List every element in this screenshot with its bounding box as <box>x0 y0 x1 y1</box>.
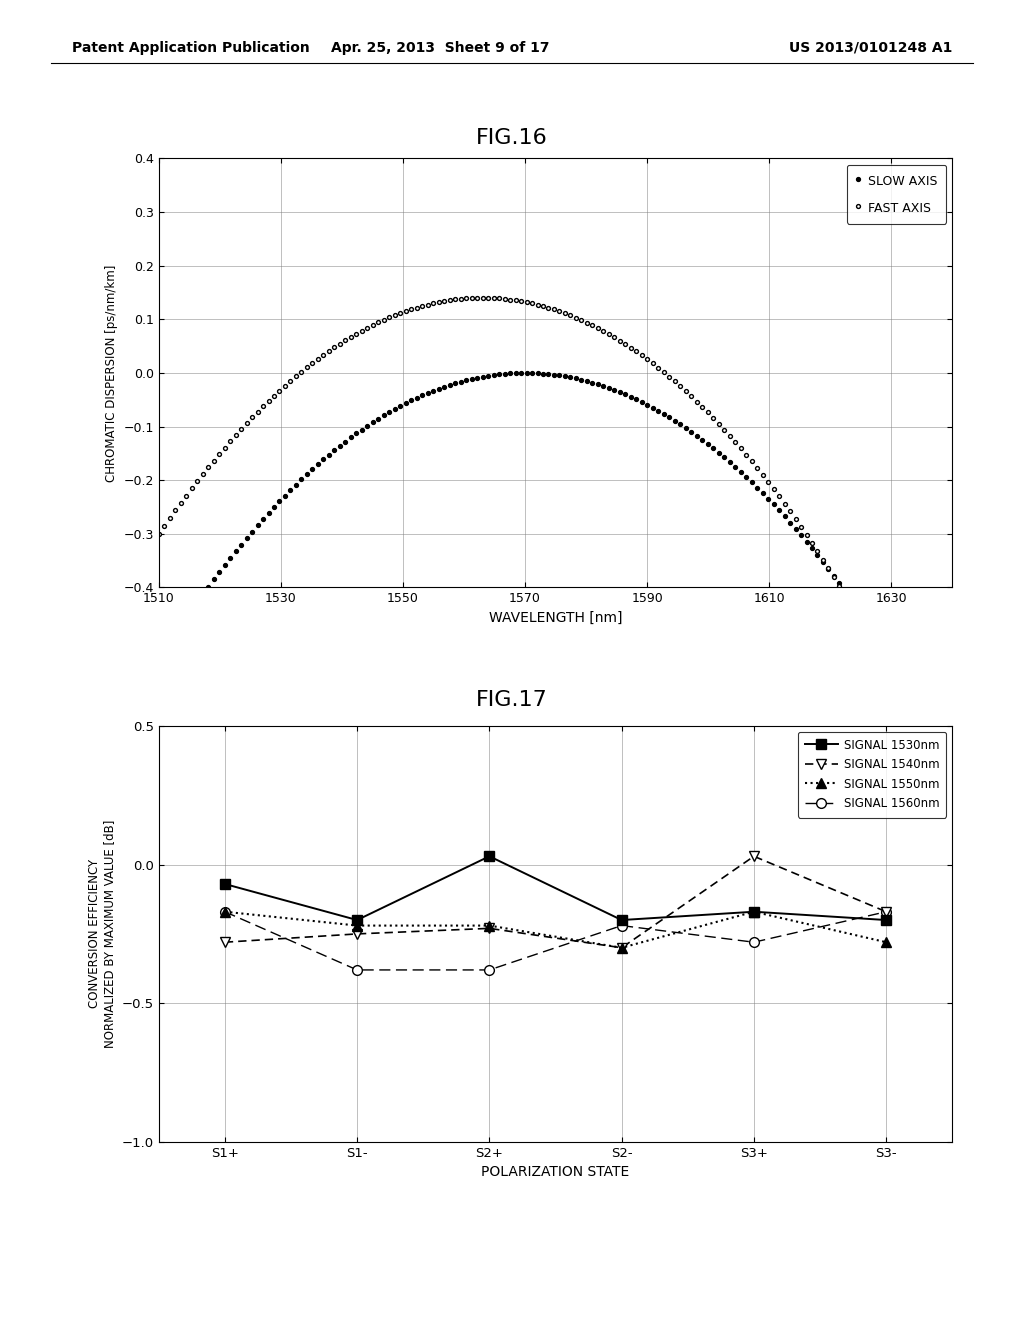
SIGNAL 1560nm <box>748 935 760 950</box>
Text: FIG.17: FIG.17 <box>476 690 548 710</box>
SIGNAL 1530nm <box>615 912 628 928</box>
SIGNAL 1540nm <box>219 935 231 950</box>
SLOW AXIS <box>910 692 923 708</box>
Text: Patent Application Publication: Patent Application Publication <box>72 41 309 54</box>
FAST AXIS <box>476 290 488 306</box>
Line: FAST AXIS: FAST AXIS <box>157 296 924 735</box>
FAST AXIS <box>915 726 928 742</box>
Line: SIGNAL 1540nm: SIGNAL 1540nm <box>220 851 891 953</box>
Text: US 2013/0101248 A1: US 2013/0101248 A1 <box>788 41 952 54</box>
X-axis label: WAVELENGTH [nm]: WAVELENGTH [nm] <box>488 611 623 624</box>
SIGNAL 1560nm <box>351 962 364 978</box>
SIGNAL 1530nm <box>219 876 231 892</box>
SLOW AXIS <box>915 701 928 717</box>
FAST AXIS <box>197 466 209 482</box>
SIGNAL 1540nm <box>483 920 496 936</box>
SIGNAL 1540nm <box>880 904 892 920</box>
SIGNAL 1550nm <box>351 917 364 933</box>
SIGNAL 1560nm <box>880 904 892 920</box>
FAST AXIS <box>910 714 923 730</box>
SLOW AXIS <box>520 366 532 381</box>
Line: SIGNAL 1530nm: SIGNAL 1530nm <box>220 851 891 924</box>
Text: Apr. 25, 2013  Sheet 9 of 17: Apr. 25, 2013 Sheet 9 of 17 <box>331 41 550 54</box>
FAST AXIS <box>229 428 242 444</box>
SIGNAL 1550nm <box>748 904 760 920</box>
SIGNAL 1540nm <box>748 849 760 865</box>
SLOW AXIS <box>153 651 165 667</box>
SIGNAL 1530nm <box>483 849 496 865</box>
SLOW AXIS <box>197 586 209 602</box>
SIGNAL 1550nm <box>615 940 628 956</box>
SIGNAL 1530nm <box>351 912 364 928</box>
SIGNAL 1530nm <box>880 912 892 928</box>
FAST AXIS <box>153 525 165 541</box>
SIGNAL 1550nm <box>219 904 231 920</box>
SLOW AXIS <box>180 610 193 626</box>
SLOW AXIS <box>537 366 549 381</box>
FAST AXIS <box>180 487 193 503</box>
Line: SIGNAL 1550nm: SIGNAL 1550nm <box>220 907 891 953</box>
SIGNAL 1560nm <box>615 917 628 933</box>
FAST AXIS <box>290 368 302 384</box>
FAST AXIS <box>537 298 549 314</box>
SIGNAL 1550nm <box>880 935 892 950</box>
Line: SLOW AXIS: SLOW AXIS <box>157 371 924 710</box>
Text: FIG.16: FIG.16 <box>476 128 548 148</box>
Line: SIGNAL 1560nm: SIGNAL 1560nm <box>220 907 891 974</box>
Legend: SLOW AXIS, FAST AXIS: SLOW AXIS, FAST AXIS <box>847 165 946 224</box>
SLOW AXIS <box>290 477 302 492</box>
Y-axis label: CHROMATIC DISPERSION [ps/nm/km]: CHROMATIC DISPERSION [ps/nm/km] <box>104 264 118 482</box>
X-axis label: POLARIZATION STATE: POLARIZATION STATE <box>481 1166 630 1179</box>
Legend: SIGNAL 1530nm, SIGNAL 1540nm, SIGNAL 1550nm, SIGNAL 1560nm: SIGNAL 1530nm, SIGNAL 1540nm, SIGNAL 155… <box>798 731 946 817</box>
SIGNAL 1540nm <box>351 927 364 942</box>
SIGNAL 1550nm <box>483 917 496 933</box>
SIGNAL 1560nm <box>219 904 231 920</box>
SLOW AXIS <box>229 544 242 560</box>
SIGNAL 1530nm <box>748 904 760 920</box>
SIGNAL 1560nm <box>483 962 496 978</box>
SIGNAL 1540nm <box>615 940 628 956</box>
Y-axis label: CONVERSION EFFICIENCY
NORMALIZED BY MAXIMUM VALUE [dB]: CONVERSION EFFICIENCY NORMALIZED BY MAXI… <box>88 820 116 1048</box>
